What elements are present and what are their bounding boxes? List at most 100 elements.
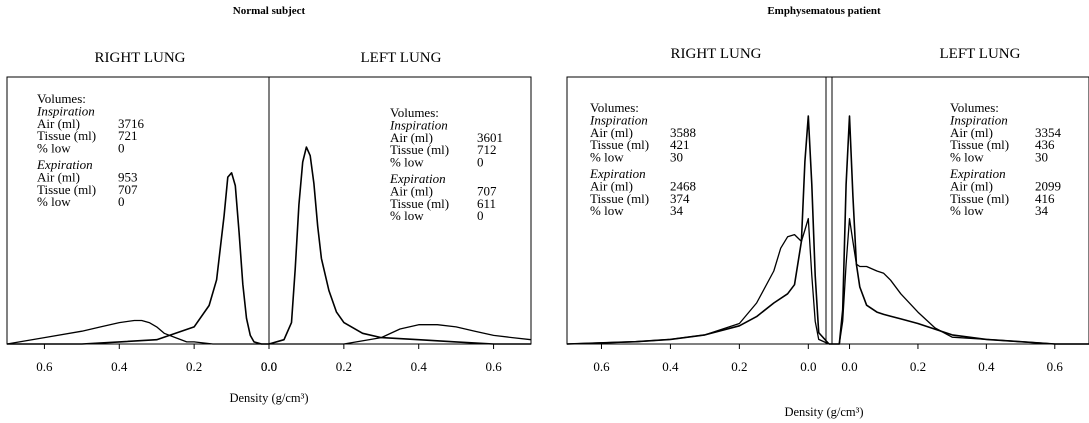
volume-name: Tissue (ml): [390, 142, 449, 157]
lung-label: LEFT LUNG: [940, 46, 1021, 62]
x-tick-label: 0.0: [261, 359, 277, 374]
x-tick-label: 0.0: [261, 359, 277, 374]
x-tick-label: 0.4: [978, 359, 995, 374]
volumes-heading: Volumes:: [37, 91, 86, 106]
volume-value: 0: [118, 141, 125, 156]
panel-left-lung: LEFT LUNG 0.0 0.2 0.4 0.6 Volumes:Inspiration…: [829, 46, 1089, 374]
chart-title: Normal subject: [233, 5, 306, 17]
panel-left-lung: LEFT LUNG 0.0 0.2 0.4 0.6 Volumes:Inspiration…: [261, 50, 532, 374]
volume-name: Tissue (ml): [37, 128, 96, 143]
volume-name: Air (ml): [950, 178, 993, 193]
series-expiration: [269, 324, 532, 345]
series-inspiration: [268, 146, 531, 345]
volume-value: 421: [670, 137, 690, 152]
volume-name: Tissue (ml): [950, 137, 1009, 152]
volume-name: Air (ml): [37, 169, 80, 184]
volume-value: 30: [670, 150, 683, 165]
chart-normal-subject: Normal subject RIGHT LUNG 0.6 0.4 0.2 0.0 Volu…: [6, 5, 532, 405]
x-tick-label: 0.6: [593, 359, 610, 374]
volume-name: % low: [37, 194, 71, 209]
x-tick-label: 0.6: [1047, 359, 1064, 374]
expiration-label: Expiration: [949, 166, 1006, 181]
volume-value: 953: [118, 169, 138, 184]
volume-name: Tissue (ml): [37, 182, 96, 197]
volumes-heading: Volumes:: [390, 105, 439, 120]
volume-value: 712: [477, 142, 497, 157]
x-tick-label: 0.2: [336, 359, 352, 374]
expiration-label: Expiration: [389, 171, 446, 186]
x-tick-label: 0.6: [36, 359, 53, 374]
volume-name: Tissue (ml): [390, 196, 449, 211]
volume-value: 3588: [670, 125, 696, 140]
volume-value: 3601: [477, 130, 503, 145]
volume-name: Air (ml): [950, 125, 993, 140]
volume-value: 0: [477, 208, 484, 223]
panel-right-lung: RIGHT LUNG 0.6 0.4 0.2 0.0 Volumes:Inspiratio…: [6, 50, 277, 374]
series-inspiration: [7, 172, 269, 345]
volume-name: % low: [37, 141, 71, 156]
volume-value: 3716: [118, 116, 145, 131]
volume-name: % low: [590, 203, 624, 218]
volume-value: 34: [1035, 203, 1049, 218]
volume-name: Air (ml): [590, 125, 633, 140]
volume-name: % low: [390, 155, 424, 170]
series-expiration: [566, 217, 830, 345]
volume-value: 436: [1035, 137, 1055, 152]
volume-value: 34: [670, 203, 684, 218]
x-tick-label: 0.4: [662, 359, 679, 374]
volume-value: 2099: [1035, 178, 1061, 193]
x-tick-label: 0.2: [910, 359, 926, 374]
lung-label: LEFT LUNG: [361, 50, 442, 66]
x-axis-label: Density (g/cm³): [784, 405, 863, 419]
volume-name: Air (ml): [390, 183, 433, 198]
series-expiration: [6, 319, 269, 345]
volume-name: % low: [950, 203, 984, 218]
inspiration-label: Inspiration: [389, 117, 448, 132]
lung-label: RIGHT LUNG: [671, 46, 762, 62]
x-tick-label: 0.0: [800, 359, 816, 374]
volume-value: 0: [118, 194, 125, 209]
volume-value: 707: [118, 182, 138, 197]
volume-name: Tissue (ml): [950, 191, 1009, 206]
volume-value: 374: [670, 191, 690, 206]
x-axis-label: Density (g/cm³): [229, 391, 308, 405]
volume-name: Air (ml): [390, 130, 433, 145]
inspiration-label: Inspiration: [589, 112, 648, 127]
x-tick-label: 0.2: [186, 359, 202, 374]
volume-name: % low: [590, 150, 624, 165]
volume-name: % low: [390, 208, 424, 223]
volume-value: 611: [477, 196, 496, 211]
volume-value: 30: [1035, 150, 1048, 165]
chart-emphysematous-patient: Emphysematous patient RIGHT LUNG 0.6 0.4 0.2…: [566, 5, 1089, 419]
volume-value: 721: [118, 128, 138, 143]
inspiration-label: Inspiration: [36, 103, 95, 118]
volume-value: 416: [1035, 191, 1055, 206]
volume-name: Tissue (ml): [590, 191, 649, 206]
volumes-heading: Volumes:: [950, 100, 999, 115]
volume-value: 707: [477, 183, 497, 198]
chart-title: Emphysematous patient: [767, 5, 881, 17]
expiration-label: Expiration: [589, 166, 646, 181]
inspiration-label: Inspiration: [949, 112, 1008, 127]
volume-value: 3354: [1035, 125, 1062, 140]
x-tick-label: 0.6: [485, 359, 502, 374]
volume-value: 2468: [670, 178, 696, 193]
volume-value: 0: [477, 155, 484, 170]
series-expiration: [829, 217, 1089, 345]
lung-label: RIGHT LUNG: [95, 50, 186, 66]
x-tick-label: 0.4: [411, 359, 428, 374]
volume-name: Tissue (ml): [590, 137, 649, 152]
x-tick-label: 0.2: [731, 359, 747, 374]
panel-right-lung: RIGHT LUNG 0.6 0.4 0.2 0.0 Volumes:Inspiratio…: [566, 46, 830, 374]
expiration-label: Expiration: [36, 157, 93, 172]
volumes-heading: Volumes:: [590, 100, 639, 115]
volume-name: Air (ml): [590, 178, 633, 193]
volume-name: % low: [950, 150, 984, 165]
volume-name: Air (ml): [37, 116, 80, 131]
x-tick-label: 0.4: [111, 359, 128, 374]
